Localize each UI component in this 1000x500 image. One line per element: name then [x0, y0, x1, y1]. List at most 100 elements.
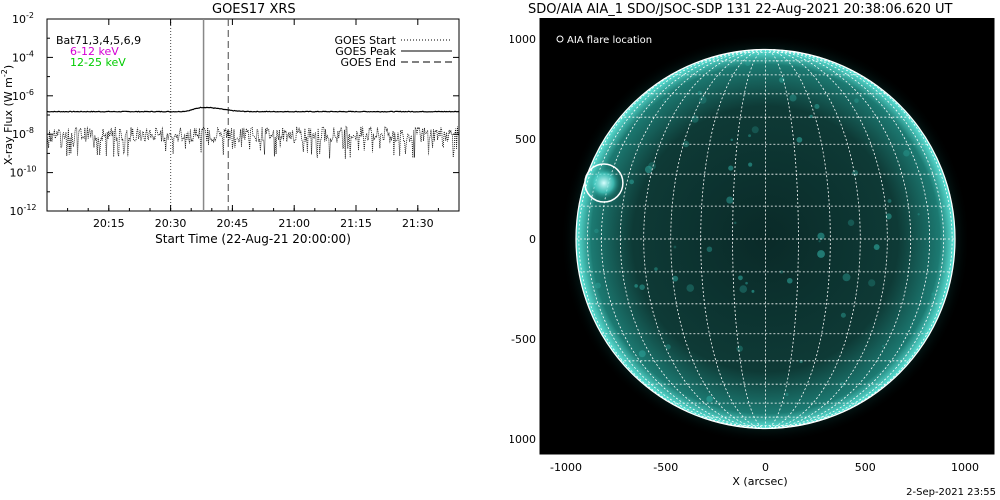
- active-region-brightening: [840, 312, 846, 318]
- aia-x-tick-label: 0: [762, 461, 769, 474]
- active-region-brightening: [698, 96, 707, 104]
- active-region-brightening: [917, 213, 920, 216]
- active-region-brightening: [745, 281, 748, 285]
- goes-legend-end-label: GOES End: [340, 56, 396, 69]
- active-region-brightening: [842, 273, 851, 282]
- aia-y-tick-label: 500: [515, 133, 536, 146]
- active-region-brightening: [654, 267, 658, 271]
- longitude-gridline: [600, 49, 766, 429]
- active-region-brightening: [873, 244, 880, 250]
- goes-xrs-chart: 20:15 20:30 20:45 21:00 21:15 21:30 10-2 10-4 1…: [0, 11, 460, 246]
- active-region-brightening: [779, 77, 785, 83]
- aia-y-tick-label: -500: [511, 333, 536, 346]
- goes-legend-start-label: GOES Start: [335, 34, 397, 47]
- goes-series-long-channel: [47, 106, 460, 113]
- goes-series-short-channel: [46, 125, 459, 159]
- active-region-brightening: [854, 98, 859, 103]
- active-region-brightening: [706, 246, 713, 253]
- active-region-brightening: [736, 345, 743, 352]
- goes-y-tick-label: 10-10: [9, 165, 36, 180]
- aia-legend-symbol: [556, 35, 564, 43]
- aia-legend: AIA flare location: [556, 35, 652, 46]
- active-region-brightening: [748, 134, 752, 138]
- goes-y-axis-label-main: X-ray Flux (W m: [2, 77, 15, 165]
- active-region-brightening: [644, 165, 653, 174]
- longitude-gridline: [587, 49, 766, 429]
- goes-x-tick-label: 21:00: [278, 217, 310, 230]
- sun-limb: [575, 48, 956, 430]
- flare-location-marker: [584, 163, 624, 203]
- active-region-brightening: [638, 350, 646, 358]
- longitude-gridline: [765, 49, 888, 429]
- active-region-brightening: [903, 150, 910, 157]
- goes-y-tick-label: 10-12: [9, 203, 36, 218]
- aia-y-tick-label: 1000: [510, 33, 536, 46]
- active-region-brightening: [887, 199, 892, 203]
- active-region-brightening: [629, 179, 635, 185]
- goes-band-high-label: 12-25 keV: [70, 56, 126, 69]
- goes-x-tick-label: 20:30: [155, 217, 187, 230]
- active-region-brightening: [786, 277, 793, 284]
- active-region-brightening: [868, 279, 876, 287]
- active-region-brightening: [639, 284, 645, 290]
- goes-y-tick-label: 10-4: [12, 49, 34, 64]
- aia-x-tick-label: -500: [653, 461, 678, 474]
- active-region-brightening: [691, 115, 699, 123]
- active-region-brightening: [748, 162, 753, 167]
- aia-solar-image: AIA flare location -1000 -500 0 500 1000 100…: [510, 18, 995, 488]
- active-region-brightening: [817, 250, 825, 258]
- longitude-gridline: [765, 49, 799, 429]
- active-region-brightening: [779, 270, 784, 274]
- active-region-brightening: [686, 284, 695, 292]
- goes-y-axis-label: X-ray Flux (W m-2): [0, 65, 15, 165]
- longitude-gridline: [732, 49, 766, 429]
- goes-y-axis-label-sup: -2: [0, 69, 9, 77]
- longitude-gridline: [765, 49, 931, 429]
- goes-legend-peak-label: GOES Peak: [335, 45, 396, 58]
- active-region-brightening: [594, 228, 599, 234]
- aia-x-axis-label: X (arcsec): [732, 475, 787, 488]
- active-region-brightening: [706, 395, 713, 403]
- active-region-brightening: [634, 284, 638, 288]
- goes-x-axis-label: Start Time (22-Aug-21 20:00:00): [155, 232, 351, 246]
- active-region-brightening: [751, 289, 755, 293]
- aia-x-tick-label: 1000: [951, 461, 979, 474]
- active-region-brightening: [817, 232, 825, 240]
- aia-plot-frame: [539, 18, 995, 455]
- goes-y-axis-label-close: ): [2, 65, 15, 69]
- goes-y-tick-label: 10-6: [12, 88, 34, 103]
- active-region-brightening: [738, 275, 743, 281]
- active-region-brightening: [881, 344, 885, 348]
- active-region-brightening: [885, 213, 892, 220]
- active-region-brightening: [672, 275, 679, 282]
- active-region-brightening: [931, 292, 935, 296]
- active-region-brightening: [730, 138, 734, 142]
- active-region-brightening: [734, 221, 737, 225]
- active-region-brightening: [809, 114, 813, 119]
- active-region-brightening: [662, 98, 667, 103]
- goes-x-tick-label: 20:15: [93, 217, 125, 230]
- active-region-brightening: [673, 245, 677, 249]
- goes-chart-title: GOES17 XRS: [212, 2, 296, 17]
- active-region-brightening: [818, 240, 821, 243]
- aia-y-tick-label: 0: [529, 233, 536, 246]
- active-region-brightening: [595, 282, 601, 289]
- longitude-gridline: [765, 49, 944, 429]
- longitude-gridline: [578, 49, 766, 429]
- longitude-gridline: [643, 49, 766, 429]
- active-region-brightening: [839, 381, 845, 388]
- active-region-brightening: [745, 60, 751, 66]
- goes-filter-label: Bat71,3,4,5,6,9: [56, 34, 141, 47]
- goes-x-tick-label: 21:30: [402, 217, 434, 230]
- longitude-gridline: [765, 49, 831, 429]
- active-region-brightening: [796, 136, 803, 143]
- active-region-brightening: [665, 344, 671, 350]
- longitude-gridline: [700, 49, 766, 429]
- active-region-brightening: [852, 169, 859, 176]
- aia-legend-label: AIA flare location: [567, 35, 652, 46]
- longitude-gridline: [765, 49, 953, 429]
- goes-x-tick-label: 20:45: [217, 217, 249, 230]
- active-region-brightening: [799, 359, 803, 364]
- longitude-gridline: [670, 49, 766, 429]
- active-region-brightening: [739, 285, 748, 293]
